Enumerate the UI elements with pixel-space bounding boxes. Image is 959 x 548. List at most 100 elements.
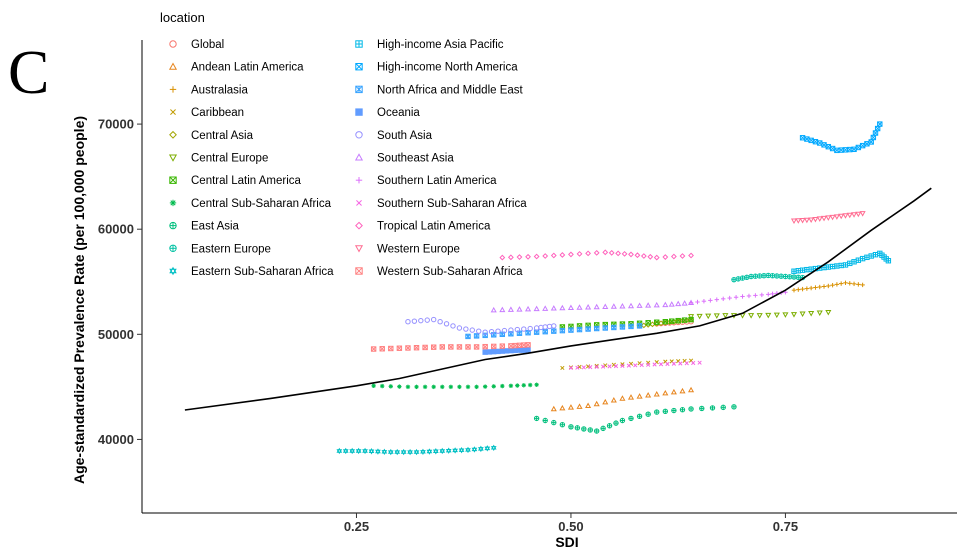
- point-tropical-latin-america: [568, 251, 574, 258]
- point-western-sub-saharan-africa: [473, 344, 480, 350]
- point-central-sub-saharan-africa: [397, 384, 402, 389]
- point-andean-latin-america: [653, 390, 660, 397]
- legend-key-central-sub-saharan-africa: [169, 199, 177, 207]
- point-southeast-asia: [636, 302, 643, 308]
- point-australasia: [834, 282, 840, 287]
- legend-label: North Africa and Middle East: [377, 84, 524, 96]
- point-south-asia: [488, 328, 495, 335]
- legend-key-east-asia: [169, 221, 177, 230]
- point-southeast-asia: [516, 306, 523, 312]
- y-tick-label: 50000: [98, 327, 134, 342]
- point-western-sub-saharan-africa: [439, 344, 445, 350]
- point-australasia: [813, 285, 818, 290]
- point-east-asia: [593, 428, 600, 434]
- point-andean-latin-america: [559, 404, 566, 411]
- legend-key-eastern-sub-saharan-africa: [169, 266, 177, 276]
- point-north-africa-and-middle-east: [559, 327, 566, 334]
- point-high-income-asia-pacific: [864, 254, 870, 261]
- point-north-africa-and-middle-east: [636, 323, 643, 329]
- point-high-income-asia-pacific: [829, 263, 836, 270]
- point-south-asia: [405, 318, 411, 325]
- point-tropical-latin-america: [516, 254, 523, 260]
- legend-key-caribbean: [170, 109, 176, 116]
- point-australasia: [821, 284, 827, 289]
- point-caribbean: [620, 362, 625, 367]
- point-central-europe: [713, 313, 720, 319]
- point-east-asia: [581, 426, 587, 432]
- y-axis-title: Age-standardized Prevalence Rate (per 10…: [71, 116, 87, 484]
- point-andean-latin-america: [679, 387, 686, 394]
- point-high-income-north-america: [874, 125, 881, 132]
- point-australasia: [847, 281, 852, 286]
- point-australasia: [851, 281, 857, 287]
- point-tropical-latin-america: [628, 251, 634, 258]
- point-east-asia: [533, 415, 540, 422]
- point-south-asia: [411, 318, 418, 324]
- legend-key-tropical-latin-america: [355, 221, 363, 230]
- x-tick-label: 0.25: [344, 519, 369, 534]
- point-southeast-asia: [542, 305, 549, 311]
- legend-item-southeast-asia: Southeast Asia: [354, 153, 454, 165]
- point-southeast-asia: [525, 305, 532, 312]
- point-south-asia: [443, 321, 450, 327]
- point-southern-sub-saharan-africa: [594, 364, 599, 370]
- point-eastern-sub-saharan-africa: [471, 446, 478, 453]
- point-oceania: [491, 348, 497, 355]
- point-high-income-north-america: [847, 146, 853, 153]
- point-east-asia: [606, 423, 613, 429]
- point-eastern-sub-saharan-africa: [432, 448, 439, 455]
- legend-item-australasia: Australasia: [169, 84, 248, 96]
- point-western-europe: [829, 214, 836, 221]
- point-southeast-asia: [550, 305, 557, 311]
- point-east-asia: [600, 425, 606, 432]
- point-east-asia: [645, 411, 651, 417]
- point-east-asia: [551, 419, 557, 426]
- point-central-sub-saharan-africa: [440, 384, 445, 390]
- point-central-latin-america: [669, 318, 675, 324]
- point-southern-sub-saharan-africa: [697, 360, 702, 365]
- point-western-sub-saharan-africa: [499, 343, 506, 349]
- point-high-income-north-america: [868, 139, 874, 145]
- point-southern-sub-saharan-africa: [646, 362, 651, 367]
- point-south-asia: [469, 327, 475, 333]
- point-southern-sub-saharan-africa: [678, 361, 683, 366]
- point-eastern-europe: [765, 272, 771, 279]
- point-north-africa-and-middle-east: [525, 330, 531, 336]
- legend-label: Southeast Asia: [377, 153, 454, 165]
- point-southern-sub-saharan-africa: [684, 361, 689, 366]
- legend-key-central-europe: [168, 154, 178, 162]
- point-north-africa-and-middle-east: [542, 328, 548, 335]
- point-southeast-asia: [653, 301, 660, 308]
- point-east-asia: [568, 424, 574, 430]
- point-tropical-latin-america: [525, 253, 531, 260]
- point-central-sub-saharan-africa: [465, 384, 471, 390]
- point-east-asia: [688, 406, 694, 412]
- point-southern-latin-america: [727, 295, 732, 301]
- point-south-asia: [501, 327, 508, 334]
- legend-title: location: [160, 10, 205, 25]
- point-western-europe: [859, 211, 866, 217]
- point-eastern-europe: [778, 273, 784, 279]
- point-central-sub-saharan-africa: [482, 384, 488, 389]
- y-tick-label: 40000: [98, 432, 134, 447]
- point-western-sub-saharan-africa: [516, 342, 523, 349]
- legend-key-north-africa-and-middle-east: [355, 85, 363, 94]
- point-eastern-sub-saharan-africa: [375, 448, 381, 455]
- point-south-asia: [476, 328, 482, 334]
- point-high-income-north-america: [825, 143, 832, 150]
- point-east-asia: [619, 417, 626, 424]
- legend-label: Southern Sub-Saharan Africa: [377, 198, 527, 210]
- x-tick-label: 0.50: [558, 519, 583, 534]
- point-high-income-asia-pacific: [795, 268, 801, 274]
- series-high-income-asia-pacific: [791, 250, 892, 274]
- point-east-asia: [662, 408, 669, 415]
- point-eastern-sub-saharan-africa: [426, 448, 433, 455]
- point-high-income-north-america: [877, 121, 883, 127]
- point-central-latin-america: [654, 319, 660, 325]
- point-western-sub-saharan-africa: [508, 343, 514, 349]
- point-southeast-asia: [681, 300, 688, 306]
- point-south-asia: [463, 326, 469, 332]
- point-eastern-europe: [774, 273, 780, 279]
- point-western-europe: [803, 217, 810, 224]
- point-western-sub-saharan-africa: [422, 344, 428, 351]
